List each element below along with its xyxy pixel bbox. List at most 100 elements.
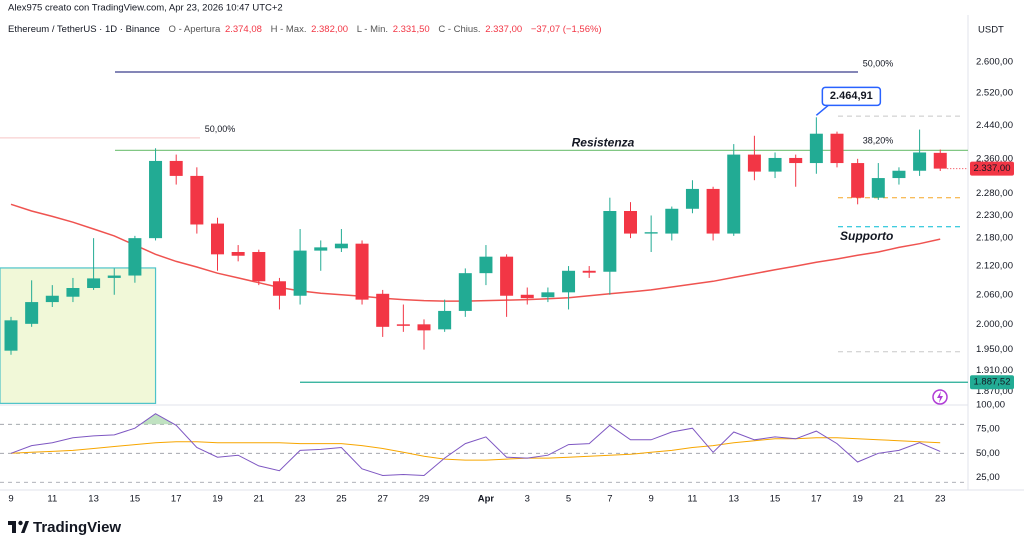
candle-body <box>913 152 927 171</box>
x-tick-label: 7 <box>607 494 612 505</box>
candle-body <box>252 252 266 282</box>
candle-body <box>479 256 493 274</box>
y-tick-label: 1.910,00 <box>976 365 1013 376</box>
y-tick-label: 2.600,00 <box>976 56 1013 67</box>
x-tick-label: 13 <box>728 494 739 505</box>
y-tick-label: 2.230,00 <box>976 210 1013 221</box>
candle-body <box>272 281 286 296</box>
x-tick-label: 21 <box>254 494 265 505</box>
low-label: L - Min. <box>357 24 388 35</box>
rsi-line <box>10 413 941 477</box>
y-tick-label: 2.280,00 <box>976 188 1013 199</box>
y-tick-label: 2.180,00 <box>976 233 1013 244</box>
close-value: 2.337,00 <box>485 24 522 35</box>
candle-body <box>87 278 101 288</box>
axis-price-box <box>970 375 1014 390</box>
callout-box <box>821 86 882 107</box>
x-tick-label: 9 <box>8 494 13 505</box>
last-price-label: 2.337,00 <box>974 163 1011 174</box>
x-tick-label: 11 <box>47 494 57 505</box>
candle-body <box>66 287 80 297</box>
x-tick-label: 29 <box>419 494 430 505</box>
candle-body <box>376 293 390 327</box>
x-tick-label: Apr <box>478 494 495 505</box>
symbol-line: Ethereum / TetherUS · 1D · Binance O - A… <box>8 24 602 35</box>
rsi-average <box>10 437 941 461</box>
level-name: Resistenza <box>572 136 635 150</box>
brand-logo <box>8 520 29 533</box>
candle-body <box>706 188 720 234</box>
alert-icon <box>932 389 948 405</box>
candle-body <box>149 160 163 239</box>
candle-body <box>685 188 699 209</box>
candle-body <box>314 247 328 251</box>
candle-body <box>747 154 761 172</box>
candle-body <box>355 243 369 300</box>
x-tick-label: 15 <box>770 494 781 505</box>
candle-body <box>169 160 183 176</box>
level-percent: 38,20% <box>863 136 894 146</box>
candle-body <box>933 152 947 169</box>
y-tick-label: 1.870,00 <box>976 386 1013 397</box>
x-tick-label: 17 <box>171 494 182 505</box>
rsi-tick-label: 75,00 <box>976 424 1000 435</box>
candle-body <box>458 273 472 311</box>
candle-body <box>25 302 39 324</box>
candle-body <box>520 294 534 299</box>
x-tick-label: 21 <box>894 494 905 505</box>
level-label: 50,00% <box>863 58 894 68</box>
x-tick-label: 23 <box>295 494 306 505</box>
candle-body <box>830 133 844 164</box>
candle-body <box>128 238 142 276</box>
high-label: H - Max. <box>271 24 307 35</box>
candle-body <box>851 163 865 198</box>
symbol: Ethereum / TetherUS · 1D · Binance <box>8 24 160 35</box>
x-tick-label: 19 <box>212 494 223 505</box>
candle-body <box>211 223 224 255</box>
x-tick-label: 9 <box>649 494 654 505</box>
x-tick-label: 3 <box>525 494 530 505</box>
close-label: C - Chius. <box>438 24 480 35</box>
candle-body <box>871 178 885 198</box>
rsi-tick-label: 50,00 <box>976 448 1000 459</box>
x-tick-label: 13 <box>88 494 99 505</box>
high-value: 2.382,00 <box>311 24 348 35</box>
x-tick-label: 11 <box>688 494 698 505</box>
candle-body <box>438 310 452 330</box>
rsi-overbought-fill <box>11 413 941 425</box>
change-value: −37,07 (−1,56%) <box>531 24 602 35</box>
callout-pointer <box>815 104 829 116</box>
author-line: Alex975 creato con TradingView.com, Apr … <box>8 3 283 14</box>
brand-name: TradingView <box>33 519 121 536</box>
candle-body <box>396 324 410 326</box>
rsi-tick-label: 100,00 <box>976 400 1005 411</box>
candle-body <box>582 270 596 273</box>
candle-body <box>107 275 121 278</box>
y-tick-label: 2.120,00 <box>976 261 1013 272</box>
last-price-box <box>970 161 1014 176</box>
y-tick-label: 2.520,00 <box>976 88 1013 99</box>
candle-body <box>231 252 245 256</box>
y-tick-label: 2.000,00 <box>976 319 1013 330</box>
candle-body <box>293 250 307 296</box>
moving-average <box>10 203 941 302</box>
candle-body <box>190 175 204 225</box>
candle-body <box>45 295 59 303</box>
candle-body <box>665 208 679 234</box>
candle-body <box>644 232 658 234</box>
y-unit: USDT <box>978 25 1004 36</box>
open-value: 2.374,08 <box>225 24 262 35</box>
level-name: Supporto <box>840 229 893 243</box>
candle-body <box>624 210 637 234</box>
y-tick-label: 1.950,00 <box>976 344 1013 355</box>
candle-body <box>334 243 348 249</box>
candle-body <box>417 324 431 331</box>
candle-body <box>603 210 617 272</box>
candle-body <box>541 292 555 298</box>
callout-label: 2.464,91 <box>830 90 873 102</box>
x-tick-label: 17 <box>811 494 822 505</box>
candle-body <box>768 157 782 172</box>
candle-body <box>562 270 576 293</box>
axis-price-label: 1.887,52 <box>974 377 1011 388</box>
low-value: 2.331,50 <box>393 24 430 35</box>
